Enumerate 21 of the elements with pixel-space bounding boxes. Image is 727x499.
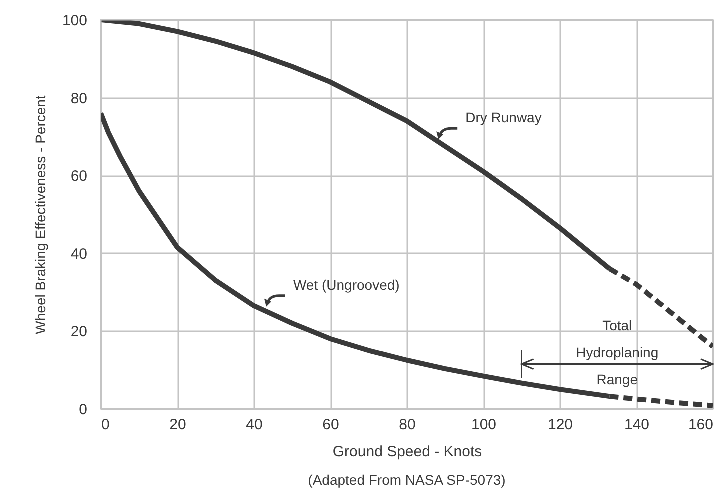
x-tick-label: 160 xyxy=(688,416,714,434)
x-tick-label: 60 xyxy=(322,416,340,434)
annotation: Wet (Ungrooved) xyxy=(293,276,400,293)
y-axis-title: Wheel Braking Effectiveness - Percent xyxy=(32,96,48,334)
x-tick-label: 40 xyxy=(246,416,263,434)
y-tick-label: 80 xyxy=(70,90,88,108)
text: (Adapted From NASA SP-5073) xyxy=(308,472,506,488)
x-tick-label: 20 xyxy=(170,416,186,434)
x-tick-label: 120 xyxy=(548,416,574,434)
x-tick-label: 0 xyxy=(102,416,110,434)
x-axis-title: Ground Speed - Knots xyxy=(332,444,482,460)
x-tick-label: 100 xyxy=(471,416,497,434)
y-tick-label: 20 xyxy=(70,324,88,341)
y-tick-label: 100 xyxy=(62,12,88,30)
x-tick-label: 80 xyxy=(399,416,416,434)
annotation: Total Hydroplaning Range xyxy=(576,317,659,388)
annotation: Dry Runway xyxy=(466,110,542,126)
y-tick-label: 60 xyxy=(70,168,88,186)
x-tick-label: 140 xyxy=(624,416,650,434)
y-tick-label: 40 xyxy=(70,246,88,263)
y-tick-label: 0 xyxy=(79,402,88,418)
